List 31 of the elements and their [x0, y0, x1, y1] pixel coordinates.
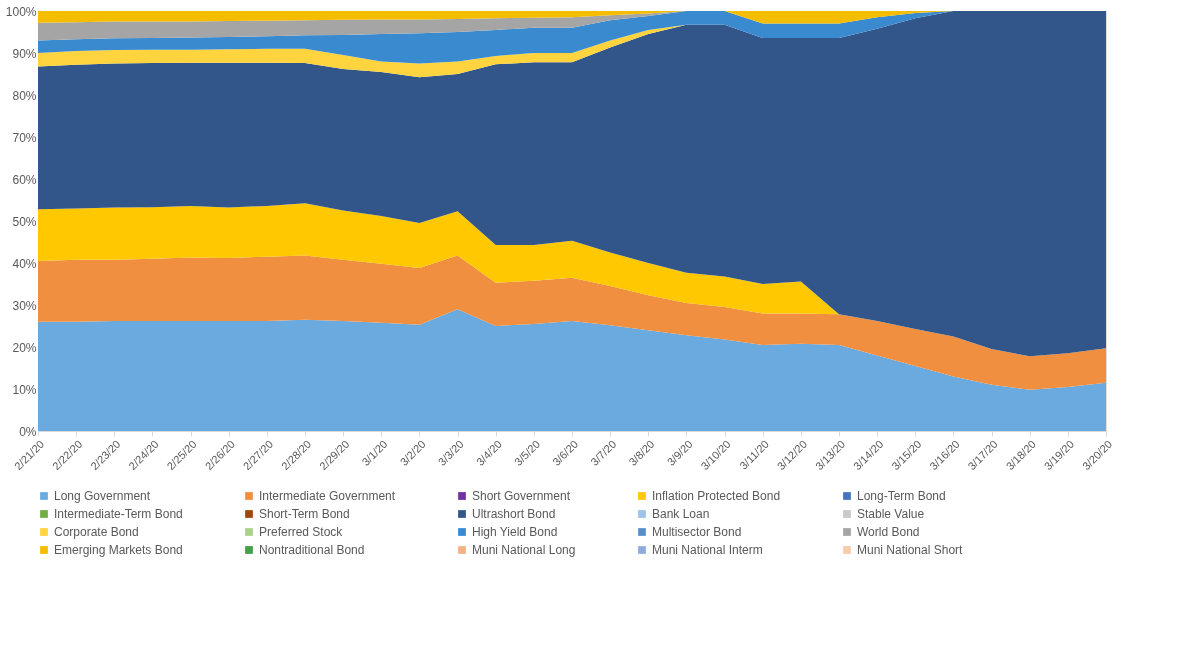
- legend-label: Preferred Stock: [259, 525, 344, 539]
- legend-label: Corporate Bond: [54, 525, 139, 539]
- legend-label: World Bond: [857, 525, 920, 539]
- y-tick-label: 100%: [5, 4, 37, 19]
- legend-label: Short-Term Bond: [259, 507, 350, 521]
- y-tick-label: 0%: [19, 424, 37, 439]
- y-tick-label: 60%: [12, 172, 37, 187]
- y-tick-label: 40%: [12, 256, 37, 271]
- legend-label: Intermediate-Term Bond: [54, 507, 183, 521]
- legend-label: Nontraditional Bond: [259, 543, 365, 557]
- legend-label: Stable Value: [857, 507, 925, 521]
- y-tick-label: 20%: [12, 340, 37, 355]
- legend-label: Inflation Protected Bond: [652, 489, 781, 503]
- legend-label: High Yield Bond: [472, 525, 558, 539]
- legend-label: Bank Loan: [652, 507, 710, 521]
- legend-label: Short Government: [472, 489, 571, 503]
- y-tick-label: 10%: [12, 382, 37, 397]
- y-tick-label: 30%: [12, 298, 37, 313]
- legend-label: Multisector Bond: [652, 525, 742, 539]
- legend-label: Muni National Interm: [652, 543, 763, 557]
- y-tick-label: 90%: [12, 46, 37, 61]
- legend-label: Emerging Markets Bond: [54, 543, 183, 557]
- legend-label: Intermediate Government: [259, 489, 396, 503]
- legend-label: Muni National Short: [857, 543, 964, 557]
- legend-label: Long Government: [54, 489, 151, 503]
- legend-label: Ultrashort Bond: [472, 507, 556, 521]
- y-tick-label: 70%: [12, 130, 37, 145]
- legend-label: Long-Term Bond: [857, 489, 946, 503]
- y-tick-label: 80%: [12, 88, 37, 103]
- y-tick-label: 50%: [12, 214, 37, 229]
- legend-label: Muni National Long: [472, 543, 576, 557]
